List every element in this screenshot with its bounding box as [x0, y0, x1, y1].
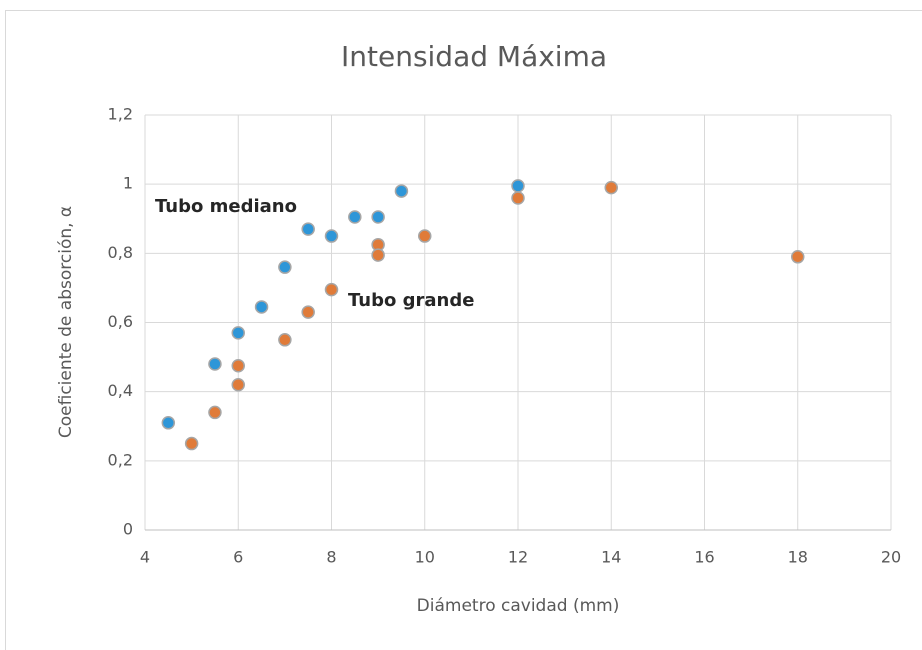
series-label: Tubo mediano [155, 196, 297, 217]
y-tick-label: 1 [123, 174, 133, 193]
point [604, 180, 618, 195]
point [208, 357, 222, 371]
point [511, 179, 525, 193]
point [161, 416, 176, 430]
y-tick-label: 0,4 [108, 381, 133, 400]
point [791, 250, 805, 264]
point [301, 222, 315, 236]
x-tick-label: 6 [233, 548, 243, 567]
x-tick-label: 20 [881, 548, 901, 567]
y-tick-label: 1,2 [108, 105, 133, 124]
point [324, 282, 339, 297]
point [371, 248, 385, 262]
chart-frame [5, 10, 922, 650]
point [278, 333, 292, 347]
point [231, 378, 245, 392]
point [511, 191, 525, 205]
y-tick-label: 0,8 [108, 243, 133, 262]
x-tick-label: 16 [694, 548, 714, 567]
point [231, 358, 245, 373]
point [371, 210, 385, 224]
x-axis-label: Diámetro cavidad (mm) [417, 596, 620, 616]
point [184, 436, 199, 451]
x-tick-label: 8 [326, 548, 336, 567]
point [418, 229, 432, 243]
point [348, 210, 362, 224]
point [301, 305, 315, 319]
x-tick-label: 14 [601, 548, 621, 567]
y-axis-label: Coeficiente de absorción, α [56, 206, 76, 438]
y-tick-label: 0 [123, 520, 133, 539]
x-tick-label: 18 [788, 548, 808, 567]
point [231, 326, 245, 340]
series-label: Tubo grande [348, 290, 474, 311]
point [324, 229, 339, 243]
y-tick-label: 0,2 [108, 450, 133, 469]
x-tick-label: 4 [140, 548, 150, 567]
x-tick-label: 10 [415, 548, 435, 567]
point [208, 405, 222, 420]
point [394, 184, 409, 198]
x-tick-label: 12 [508, 548, 528, 567]
y-tick-label: 0,6 [108, 312, 133, 331]
point [254, 300, 269, 314]
chart-title: Intensidad Máxima [341, 40, 607, 73]
point [278, 260, 292, 274]
